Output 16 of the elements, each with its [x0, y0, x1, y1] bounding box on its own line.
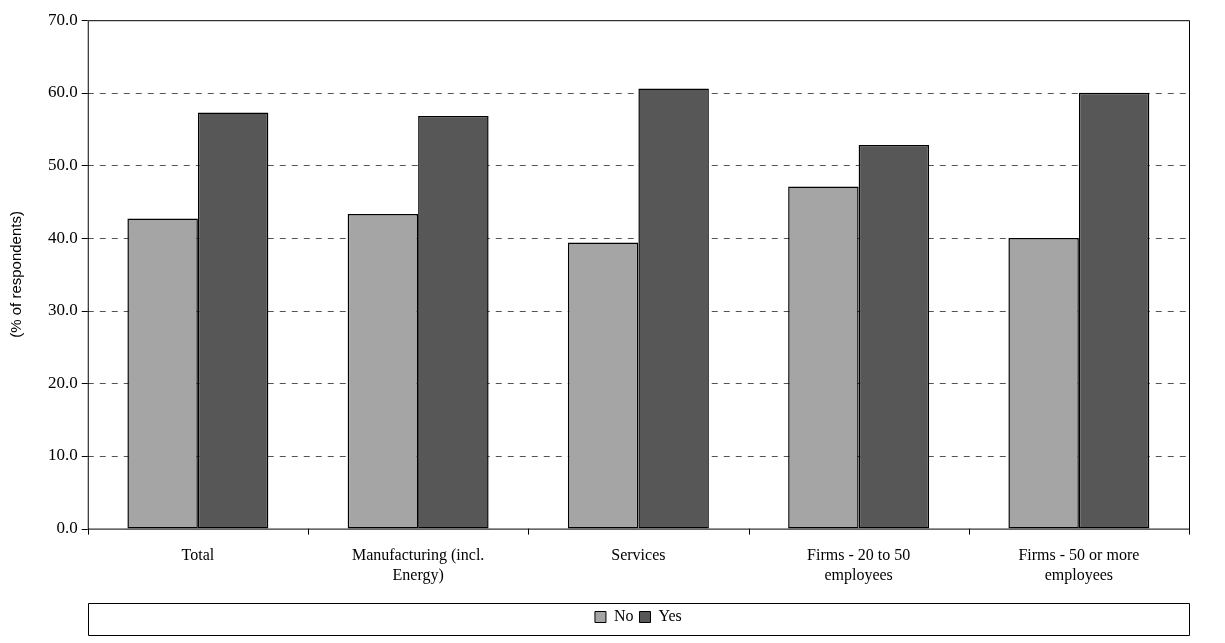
x-tick-label: Firms - 50 or more employees	[1018, 546, 1140, 584]
y-tick-label: 0.0	[56, 518, 78, 538]
y-tick-label: 20.0	[48, 372, 78, 392]
x-tick-label: Manufacturing (incl. Energy)	[351, 546, 485, 584]
x-tick-label: Services	[611, 546, 666, 564]
legend-label: Yes	[658, 607, 682, 625]
x-tick-label: Firms - 20 to 50 employees	[807, 546, 911, 584]
y-tick-label: 30.0	[48, 300, 78, 320]
x-tick-label: Total	[181, 546, 215, 564]
y-tick-label: 10.0	[48, 445, 78, 465]
y-tick-label: 50.0	[48, 154, 78, 174]
y-axis-title: (% of respondents)	[7, 211, 25, 338]
y-tick-label: 70.0	[48, 9, 78, 29]
y-tick-label: 60.0	[48, 82, 78, 102]
y-tick-label: 40.0	[48, 227, 78, 247]
legend-label: No	[613, 607, 634, 625]
